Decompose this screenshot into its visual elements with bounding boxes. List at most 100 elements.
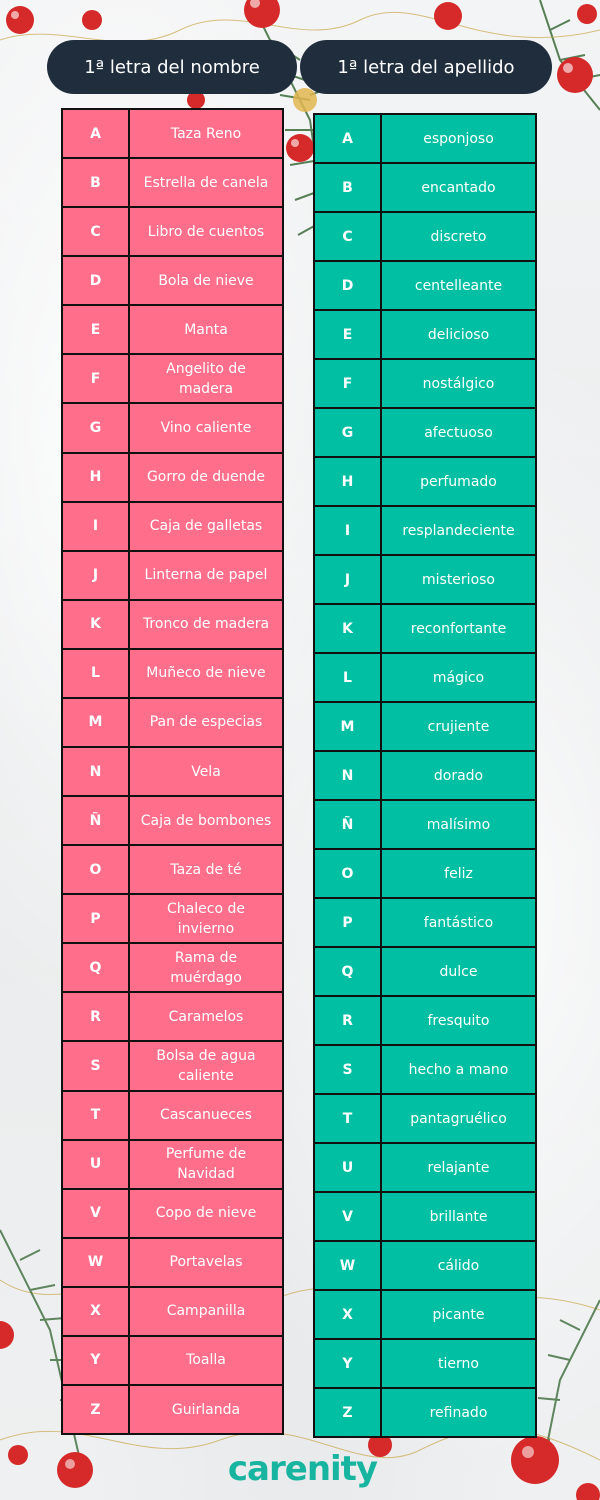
first-name-letter: B bbox=[63, 159, 130, 207]
first-name-table: A Taza Reno B Estrella de canela C Libro de c… bbox=[61, 108, 284, 1435]
first-name-letter: Z bbox=[63, 1386, 130, 1434]
first-name-row: N Vela bbox=[63, 748, 282, 798]
first-name-letter: M bbox=[63, 698, 130, 747]
last-name-letter: C bbox=[315, 213, 382, 260]
first-name-row: I Caja de galletas bbox=[63, 502, 282, 552]
last-name-word: nostálgico bbox=[422, 375, 495, 392]
first-name-row: J Linterna de papel bbox=[63, 551, 282, 601]
first-name-word: Campanilla bbox=[166, 1303, 246, 1320]
first-name-letter: Q bbox=[63, 944, 130, 992]
first-name-letter: F bbox=[63, 355, 130, 403]
first-name-letter: P bbox=[63, 895, 130, 943]
first-name-letter: G bbox=[63, 404, 130, 452]
first-name-word: Copo de nieve bbox=[155, 1205, 257, 1222]
first-name-row: O Taza de té bbox=[63, 846, 282, 896]
first-name-row: D Bola de nieve bbox=[63, 257, 282, 307]
first-name-word: Taza Reno bbox=[170, 125, 242, 142]
last-name-letter: Z bbox=[315, 1389, 382, 1436]
last-name-letter: M bbox=[315, 703, 382, 750]
first-name-row: E Manta bbox=[63, 306, 282, 356]
first-name-letter: K bbox=[63, 600, 130, 648]
first-name-row: L Muñeco de nieve bbox=[63, 649, 282, 699]
first-name-word: Vino caliente bbox=[160, 420, 252, 436]
last-name-letter: S bbox=[315, 1046, 382, 1093]
last-name-letter: K bbox=[315, 605, 382, 652]
last-name-letter: Ñ bbox=[315, 801, 382, 848]
first-name-word: Caja de galletas bbox=[149, 518, 263, 535]
last-name-word: crujiente bbox=[427, 718, 490, 735]
first-name-row: T Cascanueces bbox=[63, 1091, 282, 1141]
last-name-word: resplandeciente bbox=[402, 522, 515, 539]
first-name-word: Tronco de madera bbox=[142, 616, 270, 633]
first-name-letter: I bbox=[63, 502, 130, 550]
last-name-letter: L bbox=[315, 654, 382, 701]
first-name-letter: O bbox=[63, 846, 130, 894]
first-name-row: U Perfume de Navidad bbox=[63, 1140, 282, 1190]
last-name-word: dulce bbox=[439, 963, 478, 980]
last-name-word: refinado bbox=[429, 1404, 488, 1421]
last-name-letter: W bbox=[315, 1242, 382, 1289]
first-name-word: Angelito de madera bbox=[166, 360, 246, 397]
last-name-word: malísimo bbox=[426, 816, 491, 833]
first-name-row: M Pan de especias bbox=[63, 698, 282, 749]
first-name-word: Caja de bombones bbox=[140, 812, 272, 829]
first-name-word: Estrella de canela bbox=[143, 174, 269, 191]
first-name-letter: X bbox=[63, 1287, 130, 1335]
header-last-name: 1ª letra del apellido bbox=[300, 40, 552, 94]
last-name-word: mágico bbox=[432, 669, 485, 686]
last-name-word: reconfortante bbox=[410, 620, 507, 637]
first-name-row: Q Rama de muérdago bbox=[63, 944, 282, 994]
last-name-word: picante bbox=[432, 1306, 485, 1323]
last-name-word: hecho a mano bbox=[408, 1061, 509, 1078]
last-name-word: cálido bbox=[437, 1257, 480, 1274]
first-name-word: Cascanueces bbox=[160, 1107, 252, 1124]
last-name-word: perfumado bbox=[420, 473, 497, 490]
first-name-word: Caramelos bbox=[168, 1008, 244, 1025]
first-name-word: Chaleco de invierno bbox=[167, 900, 245, 937]
last-name-letter: H bbox=[315, 458, 382, 505]
first-name-word: Guirlanda bbox=[171, 1401, 241, 1418]
last-name-word: fresquito bbox=[427, 1012, 490, 1029]
first-name-word: Gorro de duende bbox=[146, 469, 266, 486]
first-name-letter: N bbox=[63, 748, 130, 796]
first-name-letter: U bbox=[63, 1140, 130, 1188]
first-name-word: Taza de té bbox=[170, 861, 242, 878]
first-name-word: Muñeco de nieve bbox=[146, 665, 266, 682]
last-name-word: misterioso bbox=[422, 571, 495, 588]
last-name-letter: B bbox=[315, 164, 382, 211]
first-name-row: B Estrella de canela bbox=[63, 159, 282, 209]
last-name-word: centelleante bbox=[414, 277, 503, 294]
first-name-row: W Portavelas bbox=[63, 1238, 282, 1288]
first-name-word: Bola de nieve bbox=[158, 272, 254, 289]
last-name-letter: T bbox=[315, 1095, 382, 1142]
first-name-row: Z Guirlanda bbox=[63, 1386, 282, 1434]
first-name-row: R Caramelos bbox=[63, 993, 282, 1043]
last-name-letter: I bbox=[315, 507, 382, 554]
last-name-word: feliz bbox=[444, 865, 473, 882]
header-first-name: 1ª letra del nombre bbox=[47, 40, 297, 94]
first-name-word: Portavelas bbox=[169, 1254, 243, 1271]
last-name-letter: J bbox=[315, 556, 382, 603]
last-name-letter: U bbox=[315, 1144, 382, 1191]
last-name-letter: N bbox=[315, 752, 382, 799]
last-name-letter: X bbox=[315, 1291, 382, 1338]
carenity-logo: carenity bbox=[227, 1449, 378, 1489]
last-name-word: afectuoso bbox=[424, 424, 493, 441]
first-name-word: Bolsa de agua caliente bbox=[156, 1048, 256, 1085]
first-name-letter: H bbox=[63, 453, 130, 501]
last-name-word: relajante bbox=[427, 1159, 490, 1176]
first-name-row: Y Toalla bbox=[63, 1336, 282, 1387]
first-name-letter: S bbox=[63, 1042, 130, 1090]
